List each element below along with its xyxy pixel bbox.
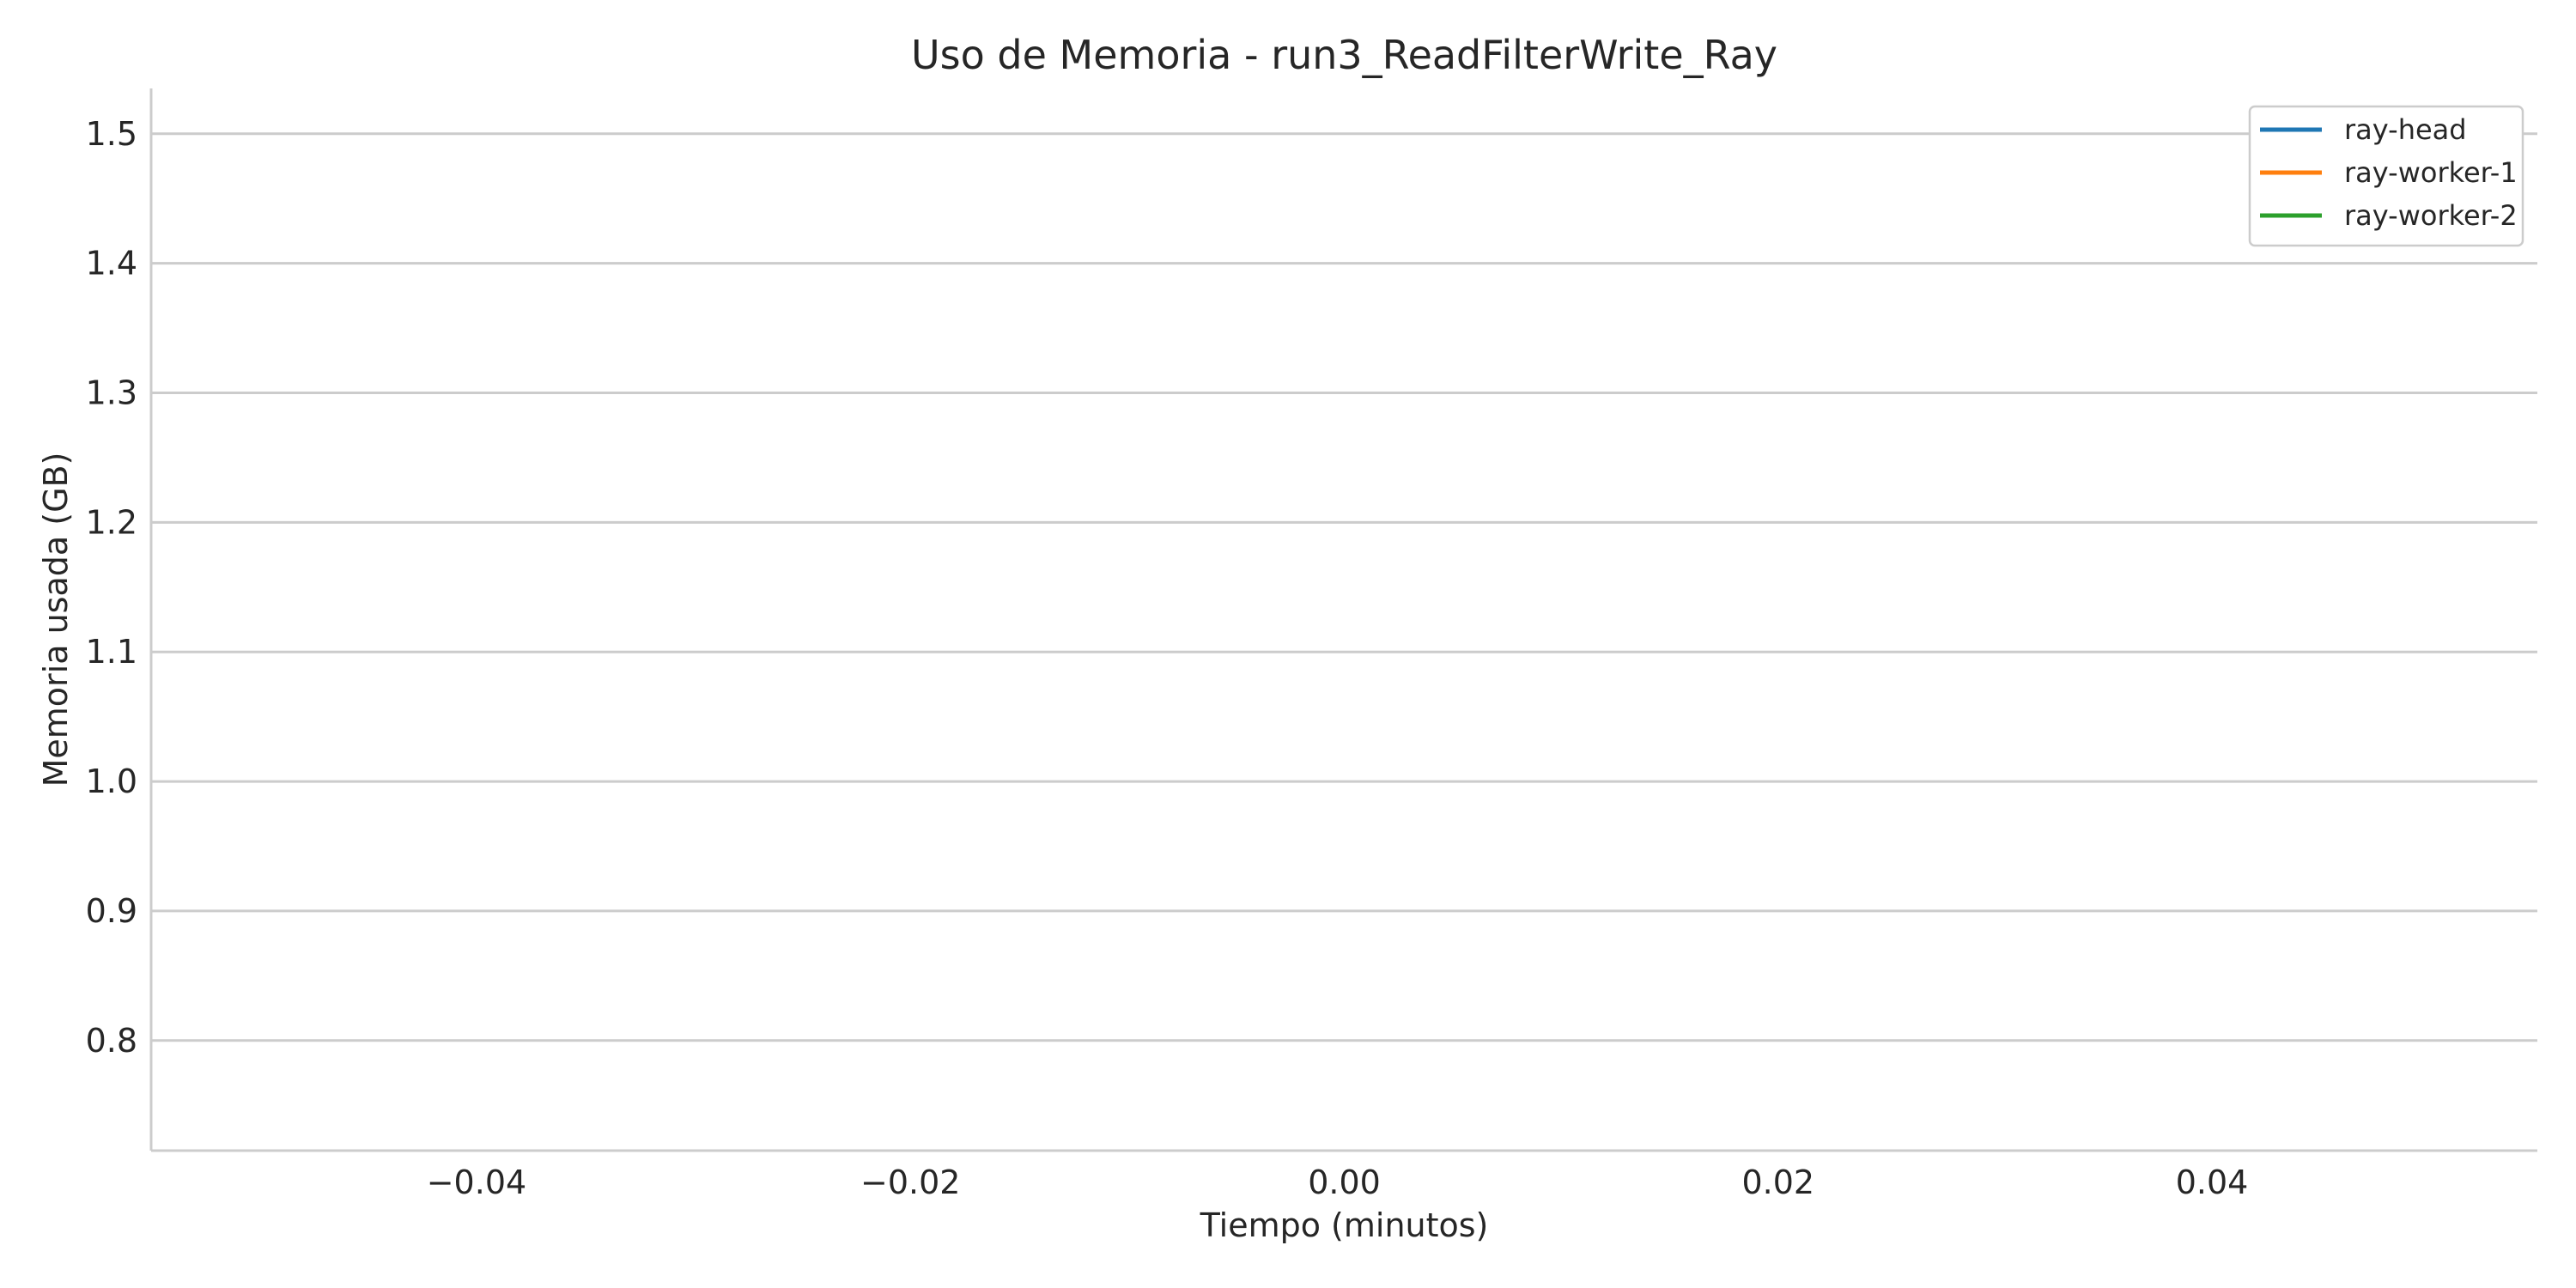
- y-tick-label: 1.3: [86, 374, 137, 412]
- y-tick-label: 1.2: [86, 503, 137, 541]
- chart-title: Uso de Memoria - run3_ReadFilterWrite_Ra…: [911, 32, 1777, 78]
- x-tick-label: 0.00: [1308, 1163, 1381, 1201]
- y-tick-labels: 0.8 0.9 1.0 1.1 1.2 1.3 1.4 1.5: [86, 115, 137, 1060]
- legend-label: ray-worker-1: [2344, 156, 2518, 189]
- x-tick-label: 0.04: [2176, 1163, 2249, 1201]
- x-tick-label: −0.02: [860, 1163, 960, 1201]
- y-tick-label: 0.9: [86, 892, 137, 930]
- grid-lines: [151, 132, 2537, 1042]
- y-tick-label: 1.1: [86, 633, 137, 671]
- x-tick-label: −0.04: [427, 1163, 526, 1201]
- y-tick-label: 0.8: [86, 1022, 137, 1060]
- y-axis-label: Memoria usada (GB): [37, 453, 75, 787]
- legend-box: [2248, 105, 2524, 247]
- y-tick-label: 1.5: [86, 115, 137, 153]
- y-tick-label: 1.4: [86, 245, 137, 283]
- x-tick-label: 0.02: [1741, 1163, 1814, 1201]
- x-tick-labels: −0.04 −0.02 0.00 0.02 0.04: [427, 1163, 2249, 1201]
- x-axis-label: Tiempo (minutos): [1200, 1206, 1489, 1244]
- legend: ray-head ray-worker-1 ray-worker-2: [2248, 105, 2524, 247]
- y-tick-label: 1.0: [86, 762, 137, 800]
- legend-label: ray-head: [2344, 113, 2467, 146]
- legend-items: ray-head ray-worker-1 ray-worker-2: [2260, 113, 2518, 232]
- legend-label: ray-worker-2: [2344, 199, 2518, 232]
